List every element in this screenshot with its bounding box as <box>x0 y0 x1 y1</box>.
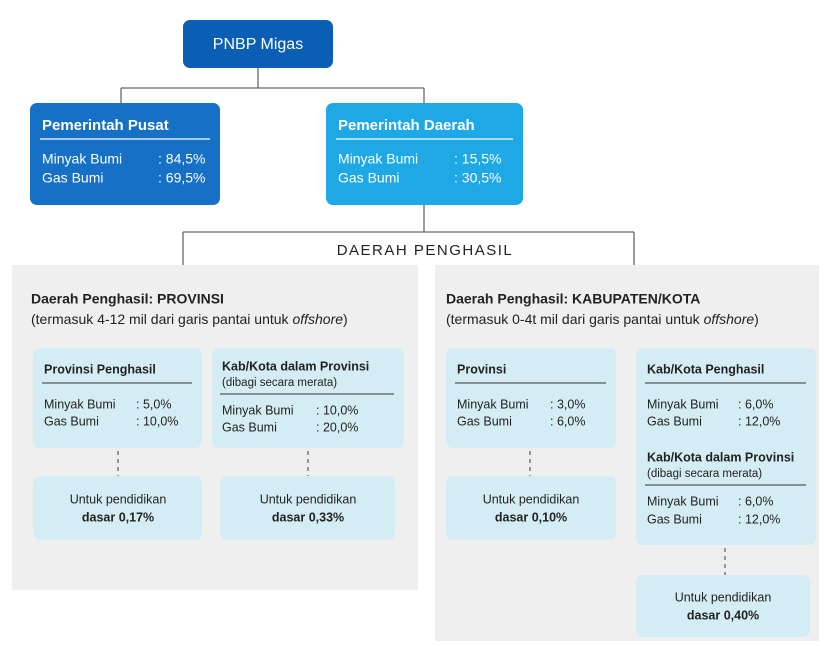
row-value: : 15,5% <box>454 151 501 167</box>
panel-note: (termasuk 4-12 mil dari garis pantai unt… <box>31 311 348 327</box>
row-label: Gas Bumi <box>42 170 103 186</box>
box-title: Provinsi <box>457 362 506 376</box>
row-label: Gas Bumi <box>647 512 702 526</box>
connector <box>120 68 635 265</box>
education-box <box>33 476 202 540</box>
panel-heading: Daerah Penghasil: PROVINSI <box>31 291 224 307</box>
row-label: Minyak Bumi <box>338 151 418 167</box>
daerah-box <box>326 103 523 205</box>
root-box <box>183 20 333 68</box>
box-title: Pemerintah Daerah <box>338 117 475 134</box>
row-value: : 12,0% <box>738 512 780 526</box>
row-value: : 30,5% <box>454 170 501 186</box>
row-value: : 10,0% <box>136 414 178 428</box>
row-label: Gas Bumi <box>338 170 399 186</box>
education-text: Untuk pendidikan <box>70 492 167 506</box>
pusat-box <box>30 103 220 205</box>
education-box <box>220 476 395 540</box>
education-text: dasar 0,33% <box>272 510 344 524</box>
row-label: Minyak Bumi <box>42 151 122 167</box>
row-label: Minyak Bumi <box>457 397 529 411</box>
row-value: : 3,0% <box>550 397 585 411</box>
panel-note: (termasuk 0-4t mil dari garis pantai unt… <box>446 311 759 327</box>
box-title: Kab/Kota dalam Provinsi <box>647 450 794 464</box>
row-value: : 6,0% <box>550 414 585 428</box>
note-text: (termasuk 0-4t mil dari garis pantai unt… <box>446 311 704 327</box>
row-value: : 84,5% <box>158 151 205 167</box>
row-value: : 12,0% <box>738 414 780 428</box>
row-value: : 10,0% <box>316 403 358 417</box>
box-title: Provinsi Penghasil <box>44 362 156 376</box>
education-text: Untuk pendidikan <box>483 492 580 506</box>
box <box>446 348 616 448</box>
box <box>33 348 202 448</box>
note-text: ) <box>343 311 348 327</box>
row-value: : 6,0% <box>738 494 773 508</box>
panel-heading: Daerah Penghasil: KABUPATEN/KOTA <box>446 291 700 307</box>
row-label: Minyak Bumi <box>222 403 294 417</box>
row-value: : 69,5% <box>158 170 205 186</box>
row-label: Gas Bumi <box>222 420 277 434</box>
box <box>636 348 816 545</box>
row-label: Minyak Bumi <box>647 494 719 508</box>
row-label: Gas Bumi <box>44 414 99 428</box>
row-value: : 20,0% <box>316 420 358 434</box>
note-em: offshore <box>704 311 755 327</box>
box-title: Kab/Kota Penghasil <box>647 362 764 376</box>
education-box <box>446 476 616 540</box>
label-bg <box>322 239 528 261</box>
box-subtitle: (dibagi secara merata) <box>647 468 762 480</box>
box-subtitle: (dibagi secara merata) <box>222 377 337 389</box>
note-em: offshore <box>292 311 343 327</box>
box <box>212 348 404 448</box>
education-text: dasar 0,17% <box>82 510 154 524</box>
row-value: : 6,0% <box>738 397 773 411</box>
education-box <box>636 575 810 637</box>
note-text: ) <box>754 311 759 327</box>
row-label: Gas Bumi <box>647 414 702 428</box>
section-label: DAERAH PENGHASIL <box>337 242 514 259</box>
row-label: Minyak Bumi <box>647 397 719 411</box>
root-label: PNBP Migas <box>213 36 303 53</box>
box-title: Kab/Kota dalam Provinsi <box>222 359 369 373</box>
row-label: Minyak Bumi <box>44 397 116 411</box>
education-text: Untuk pendidikan <box>675 590 772 604</box>
education-text: Untuk pendidikan <box>260 492 357 506</box>
box-title: Pemerintah Pusat <box>42 117 169 134</box>
education-text: dasar 0,10% <box>495 510 567 524</box>
education-text: dasar 0,40% <box>687 608 759 622</box>
row-value: : 5,0% <box>136 397 171 411</box>
row-label: Gas Bumi <box>457 414 512 428</box>
note-text: (termasuk 4-12 mil dari garis pantai unt… <box>31 311 292 327</box>
